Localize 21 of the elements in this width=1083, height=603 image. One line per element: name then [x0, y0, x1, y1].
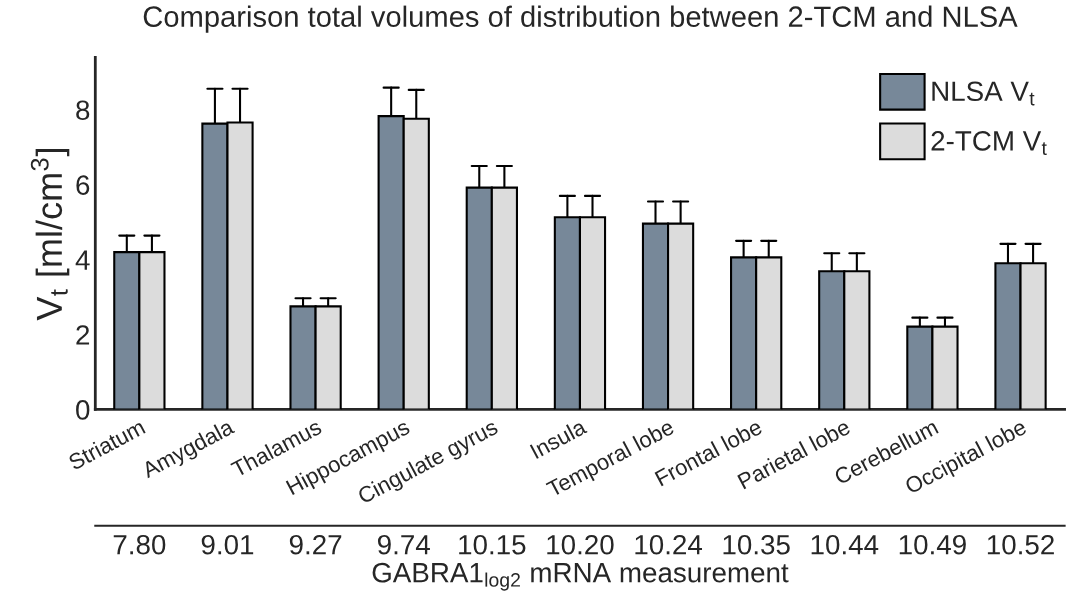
y-tick-label: 4 [75, 250, 90, 270]
text: 10.20 [547, 534, 614, 555]
text: 10.24 [635, 534, 703, 555]
y-tick-label: 0 [76, 400, 90, 420]
text: 10.49 [899, 534, 966, 555]
text: 7.80 [113, 534, 166, 555]
y-tick-label: 2 [76, 325, 90, 345]
text: 9.74 [377, 534, 430, 555]
text: 10.15 [459, 534, 526, 555]
legend-label: 2-TCM V$_{t}$ [931, 131, 1047, 155]
text: 9.27 [289, 534, 342, 555]
x2-axis-title: GABRA1$_{log2}$ mRNA measurement [372, 562, 789, 591]
y-tick-label: 8 [76, 100, 90, 121]
text: 10.52 [987, 534, 1054, 555]
text: 10.44 [811, 534, 879, 555]
y-axis-title: V$_{t}$ [ml/cm$^{3}$] [30, 149, 70, 321]
text: 10.35 [723, 534, 790, 555]
chart-title: Comparison total volumes of distribution between 2-TCM and NLSA [143, 5, 1018, 33]
text: 9.01 [201, 534, 254, 555]
y-tick-label: 6 [76, 175, 90, 195]
legend-label: NLSA V$_{t}$ [932, 81, 1035, 106]
